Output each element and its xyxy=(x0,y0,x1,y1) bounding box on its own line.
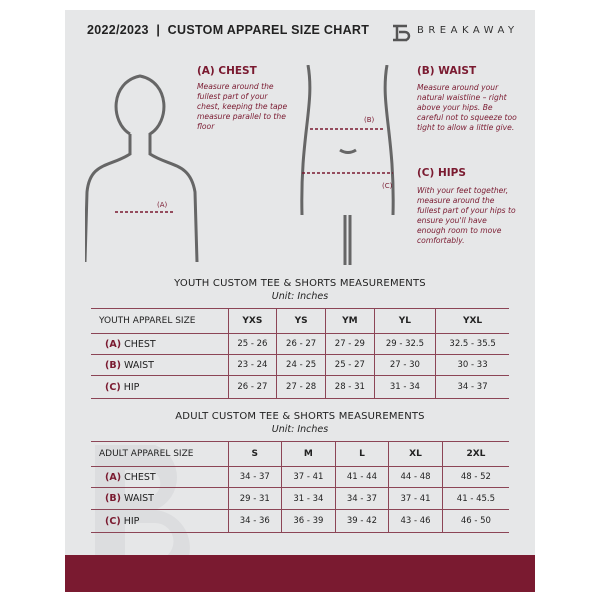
table-row: (C) HIP 34 - 36 36 - 39 39 - 42 43 - 46 46 - … xyxy=(91,509,509,533)
table-cell: 37 - 41 xyxy=(388,487,443,510)
table-cell: 31 - 34 xyxy=(373,375,436,399)
table-cell: 30 - 33 xyxy=(435,354,509,376)
table-cell: 24 - 25 xyxy=(276,354,326,376)
column-header: YOUTH APPAREL SIZE xyxy=(99,316,196,326)
table-row: (A) CHEST 25 - 26 26 - 27 27 - 29 29 - 32.5 3… xyxy=(91,333,509,355)
youth-unit: Unit: Inches xyxy=(271,291,329,302)
table-cell: 36 - 39 xyxy=(281,509,336,533)
table-cell: (B) WAIST xyxy=(91,488,228,510)
table-cell: 29 - 32.5 xyxy=(373,333,436,355)
table-cell: (A) CHEST 34 - 37 37 - 41 41 - 44 44 - 48 48 … xyxy=(91,466,509,533)
chest-marker: (A) xyxy=(157,201,168,209)
column-header: L xyxy=(334,441,389,467)
table-cell: (A) CHEST 25 - 26 26 - 27 27 - 29 29 - 32.5 3… xyxy=(91,333,509,399)
table-cell: YOUTH APPAREL SIZE YXS YS YM YL YXL xyxy=(91,308,509,334)
hips-marker: (C) xyxy=(382,182,393,190)
table-cell: 48 - 52 xyxy=(441,466,509,488)
row-label: WAIST xyxy=(123,359,154,371)
column-header: S xyxy=(227,441,282,467)
table-cell: ADULT APPAREL SIZE S M L XL 2XL xyxy=(91,441,509,467)
watermark-logo xyxy=(95,445,190,585)
table-cell: 27 - 28 xyxy=(276,375,326,399)
column-header: 2XL xyxy=(441,441,509,467)
column-header: YS xyxy=(276,308,326,334)
table-cell: 25 - 27 xyxy=(324,354,375,376)
row-label: CHEST xyxy=(124,471,156,483)
table-cell: (C) HIP xyxy=(91,510,228,533)
chest-description: Measure around the fullest part of your … xyxy=(197,82,288,131)
upper-body-figure: (A) xyxy=(85,74,199,262)
column-header: ADULT APPAREL SIZE xyxy=(99,449,194,459)
table-cell: 41 - 45.5 xyxy=(441,487,509,510)
column-header: XL xyxy=(388,441,443,467)
table-cell: ADULT APPAREL SIZE S M L XL 2XL xyxy=(91,441,509,467)
table-row: (B) WAIST 23 - 24 24 - 25 25 - 27 27 - 30 30 … xyxy=(91,354,509,376)
table-cell: 31 - 34 xyxy=(281,487,336,510)
table-cell: 26 - 27 xyxy=(276,333,326,355)
row-label: (B) xyxy=(105,493,121,504)
hips-heading: (C) HIPS xyxy=(417,167,466,179)
table-cell: (C) HIP xyxy=(91,376,228,399)
table-cell: 34 - 37 xyxy=(334,487,389,510)
youth-size-table: YOUTH APPAREL SIZE YXS YS YM YL YXL (A) CHEST… xyxy=(91,308,509,399)
table-cell: 41 - 44 xyxy=(334,466,389,488)
table-cell: 25 - 26 xyxy=(227,333,277,355)
size-chart-page: 2022/2023 | CUSTOM APPAREL SIZE CHART BR… xyxy=(65,10,535,592)
chest-heading: (A) CHEST xyxy=(197,65,257,77)
table-row: (C) HIP 26 - 27 27 - 28 28 - 31 31 - 34 34 - … xyxy=(91,375,509,399)
waist-heading: (B) WAIST xyxy=(417,65,477,77)
table-cell: 29 - 31 xyxy=(227,487,282,510)
table-cell: 28 - 31 xyxy=(324,375,375,399)
row-label: (A) xyxy=(105,471,122,483)
brand-name: BREAKAWAY xyxy=(417,25,519,36)
table-cell: 39 - 42 xyxy=(334,509,389,533)
row-label: CHEST xyxy=(124,338,156,350)
footer-band xyxy=(65,555,535,592)
table-cell: (B) WAIST xyxy=(91,355,228,376)
page-title: 2022/2023 | CUSTOM APPAREL SIZE CHART xyxy=(87,23,370,37)
table-cell: 34 - 37 xyxy=(227,466,282,488)
breakaway-logo-icon xyxy=(393,24,411,42)
column-header: YL xyxy=(373,308,436,334)
adult-unit: Unit: Inches xyxy=(271,424,329,435)
table-cell: (A) CHEST xyxy=(91,467,228,488)
table-cell: 26 - 27 xyxy=(227,375,277,399)
row-label: HIP xyxy=(123,381,140,393)
table-row: (A) CHEST 34 - 37 37 - 41 41 - 44 44 - 48 48 … xyxy=(91,466,509,488)
row-label: WAIST xyxy=(123,493,154,504)
row-label: (C) xyxy=(105,515,121,527)
table-cell: 27 - 30 xyxy=(373,354,436,376)
row-label: HIP xyxy=(123,515,140,527)
table-cell: 32.5 - 35.5 xyxy=(435,333,509,355)
adult-size-table: ADULT APPAREL SIZE S M L XL 2XL (A) CHEST 34 -… xyxy=(91,441,509,533)
row-label: (B) xyxy=(105,359,121,371)
table-row: (B) WAIST 29 - 31 31 - 34 34 - 37 37 - 41 41 … xyxy=(91,487,509,510)
adult-table-title: ADULT CUSTOM TEE & SHORTS MEASUREMENTS xyxy=(175,411,425,422)
table-cell: 44 - 48 xyxy=(388,466,443,488)
table-cell: 27 - 29 xyxy=(324,333,375,355)
youth-table-title: YOUTH CUSTOM TEE & SHORTS MEASUREMENTS xyxy=(174,278,426,289)
table-cell: 37 - 41 xyxy=(281,466,336,488)
table-cell: 23 - 24 xyxy=(227,354,277,376)
waist-marker: (B) xyxy=(364,116,375,124)
torso-figure: (B) (C) xyxy=(300,65,395,265)
table-cell: 43 - 46 xyxy=(388,509,443,533)
row-label: (C) xyxy=(105,381,121,393)
column-header: YXL xyxy=(435,308,509,334)
row-label: (A) xyxy=(105,338,122,350)
table-cell: YOUTH APPAREL SIZE YXS YS YM YL YXL xyxy=(91,308,509,334)
hips-description: With your feet together, measure around … xyxy=(417,186,516,245)
waist-description: Measure around your natural waistline – … xyxy=(417,83,517,132)
table-cell: 34 - 37 xyxy=(435,375,509,399)
column-header: YXS xyxy=(227,308,277,334)
column-header: YM xyxy=(324,308,375,334)
table-cell: 34 - 36 xyxy=(227,509,282,533)
table-cell: 46 - 50 xyxy=(441,509,509,533)
column-header: M xyxy=(281,441,336,467)
table-cell: (A) CHEST xyxy=(91,334,228,355)
